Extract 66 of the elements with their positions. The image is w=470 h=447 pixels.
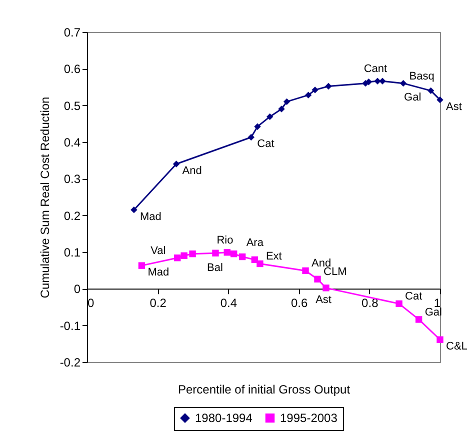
- point: [224, 249, 230, 256]
- annotation: Val: [150, 244, 166, 257]
- x-tick-label: 0.6: [290, 296, 308, 310]
- annotation: Rio: [216, 234, 234, 246]
- annotation: Mad: [148, 266, 170, 279]
- x-tick-label: 0.8: [362, 296, 379, 310]
- point: [400, 80, 407, 87]
- y-tick-label: 0.3: [64, 172, 81, 186]
- x-tick-label: 0.2: [150, 296, 167, 310]
- annotation: Bal: [207, 262, 223, 274]
- point: [256, 260, 264, 268]
- point: [374, 78, 381, 84]
- point: [396, 300, 402, 308]
- annotation: Basq: [409, 70, 434, 82]
- y-axis-title: Cumulative Sum Real Cost Reduction: [38, 96, 52, 298]
- point: [283, 98, 290, 106]
- point: [248, 134, 254, 141]
- y-tick-label: 0: [74, 282, 81, 296]
- annotation: Mad: [140, 210, 162, 223]
- annotation: Cant: [364, 63, 388, 76]
- x-tick-label: 0.4: [220, 296, 238, 310]
- point: [278, 106, 285, 112]
- y-tick-label: 0.4: [64, 136, 81, 150]
- y-tick-label: 0.1: [64, 246, 81, 260]
- legend-label: 1980-1994: [195, 411, 253, 426]
- point: [180, 252, 188, 260]
- point: [138, 262, 146, 269]
- point: [238, 253, 246, 260]
- point: [304, 92, 312, 98]
- point: [189, 250, 196, 258]
- point: [254, 123, 261, 130]
- point: [302, 267, 309, 274]
- y-tick-label: 0.7: [64, 26, 81, 40]
- point: [436, 96, 444, 104]
- annotation: Ext: [266, 250, 282, 263]
- point: [266, 113, 274, 120]
- point: [212, 250, 219, 256]
- point: [379, 78, 386, 84]
- point: [172, 160, 180, 168]
- point: [436, 336, 444, 343]
- annotation: And: [182, 165, 202, 177]
- point: [415, 316, 422, 323]
- annotation: Cat: [257, 138, 274, 150]
- point: [230, 250, 238, 258]
- point: [130, 206, 138, 214]
- x-axis-title: Percentile of initial Gross Output: [178, 382, 351, 396]
- annotation: Gal: [404, 92, 422, 104]
- point: [312, 86, 318, 94]
- annotation: Ast: [446, 100, 462, 113]
- y-tick-label: -0.2: [60, 356, 81, 370]
- point: [174, 254, 181, 262]
- annotation: C&L: [446, 340, 468, 353]
- y-tick-label: 0.5: [64, 98, 81, 113]
- point: [322, 284, 330, 292]
- y-tick-label: 0.6: [64, 62, 81, 76]
- point: [325, 82, 332, 90]
- y-tick-label: 0.2: [64, 208, 81, 223]
- point: [314, 276, 321, 282]
- x-tick-label: 0: [88, 296, 94, 310]
- legend-label: 1995-2003: [280, 411, 338, 426]
- y-tick-label: -0.1: [60, 318, 81, 333]
- annotation: Ara: [246, 236, 264, 249]
- annotation: Cat: [405, 290, 422, 303]
- point: [427, 87, 434, 94]
- point: [365, 78, 372, 86]
- annotation: Ast: [316, 294, 332, 306]
